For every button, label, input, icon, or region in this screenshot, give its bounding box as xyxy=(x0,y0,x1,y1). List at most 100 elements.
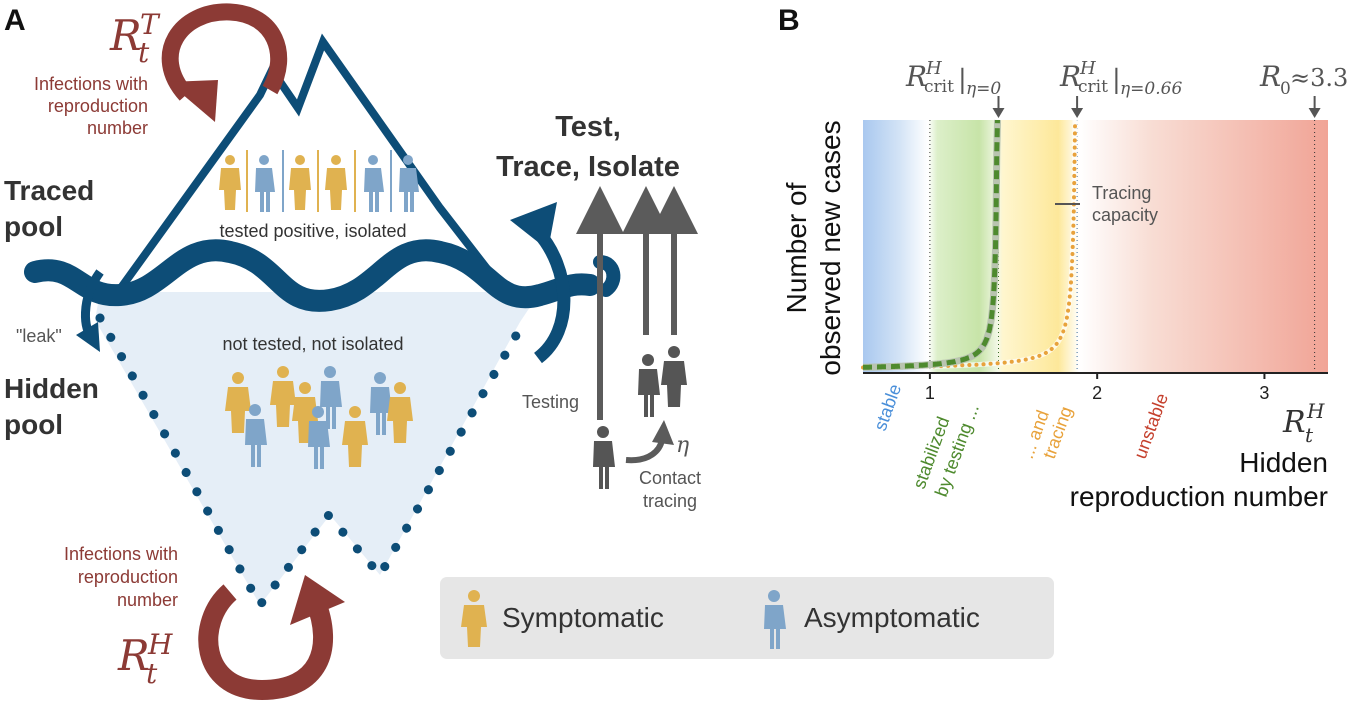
svg-text:η=0: η=0 xyxy=(966,79,1001,99)
person-asymptomatic-icon xyxy=(364,155,384,212)
y-axis-label: Number of observed new cases xyxy=(781,120,846,375)
svg-text:R: R xyxy=(1282,405,1306,440)
svg-text:R: R xyxy=(905,60,927,93)
svg-text:η=0.66: η=0.66 xyxy=(1120,79,1182,99)
leak-arrow-head xyxy=(76,322,100,352)
person-symptomatic-icon xyxy=(270,366,296,427)
infections-bottom-label: Infections with reproduction number xyxy=(64,544,178,610)
rt-traced-loop-arrow-head xyxy=(168,80,218,122)
x-tick-label: 2 xyxy=(1092,383,1102,403)
svg-text:H: H xyxy=(925,58,942,79)
tracing-capacity-label: Tracing capacity xyxy=(1092,183,1158,225)
svg-text:t: t xyxy=(1305,423,1314,447)
contact-tracing-label: Contact tracing xyxy=(639,468,701,511)
legend-asymptomatic-icon xyxy=(764,590,786,649)
region-tracing-label: ... and tracing xyxy=(1017,404,1076,462)
legend-box xyxy=(440,577,1054,659)
svg-text:Trace, Isolate: Trace, Isolate xyxy=(496,151,680,183)
chart-marks: 1 2 3 xyxy=(861,96,1321,403)
svg-text:H: H xyxy=(147,628,173,661)
region-stabilized-label: stabilized by testing ... xyxy=(909,401,983,499)
svg-text:tracing: tracing xyxy=(643,491,697,511)
rt-traced-symbol: R T t xyxy=(109,8,161,69)
x-axis-label: Hidden reproduction number xyxy=(1070,447,1328,512)
svg-text:Infections with: Infections with xyxy=(64,544,178,564)
person-asymptomatic-icon xyxy=(320,366,342,429)
iceberg-outline xyxy=(114,33,509,295)
svg-text:reproduction number: reproduction number xyxy=(1070,481,1328,512)
svg-text:crit: crit xyxy=(1078,77,1108,97)
svg-text:observed new cases: observed new cases xyxy=(815,120,846,375)
svg-text:Contact: Contact xyxy=(639,468,701,488)
svg-text:T: T xyxy=(140,8,161,41)
svg-text:number: number xyxy=(87,118,148,138)
crit-eta0-label: R H crit | η=0 xyxy=(905,58,1001,99)
hidden-people-group xyxy=(225,366,413,469)
region-unstable-label: unstable xyxy=(1130,391,1172,462)
rt-traced-loop-arrow xyxy=(161,3,288,101)
panel-b-label: B xyxy=(778,4,800,37)
svg-text:≈3.3: ≈3.3 xyxy=(1290,64,1348,92)
testing-curve-arrow-head xyxy=(510,202,557,250)
svg-text:capacity: capacity xyxy=(1092,205,1158,225)
eta-symbol: η xyxy=(676,433,689,458)
svg-text:|: | xyxy=(958,65,967,95)
svg-text:Tracing: Tracing xyxy=(1092,183,1151,203)
legend-symptomatic-label: Symptomatic xyxy=(502,602,664,633)
traced-contact-person-icon xyxy=(661,346,687,407)
x-tick-label: 1 xyxy=(925,383,935,403)
marker-arrow-head-crit_eta0 xyxy=(992,108,1005,118)
legend-asymptomatic-label: Asymptomatic xyxy=(804,602,980,633)
isolated-people-group xyxy=(219,150,419,212)
x-tick-label: 3 xyxy=(1259,383,1269,403)
svg-text:Infections with: Infections with xyxy=(34,74,148,94)
r0-label: R 0 ≈3.3 xyxy=(1259,60,1348,99)
svg-text:number: number xyxy=(117,590,178,610)
traced-pool-label: Traced pool xyxy=(4,175,94,242)
svg-text:Number of: Number of xyxy=(781,182,812,313)
svg-text:R: R xyxy=(1059,60,1081,93)
contact-tracing-arrow-head xyxy=(652,420,674,445)
tested-positive-label: tested positive, isolated xyxy=(219,221,406,241)
person-symptomatic-icon xyxy=(325,155,347,210)
svg-text:H: H xyxy=(1306,399,1325,423)
svg-text:t: t xyxy=(146,657,158,690)
svg-text:R: R xyxy=(117,631,150,680)
svg-text:R: R xyxy=(1259,60,1281,93)
index-case-person-icon xyxy=(593,426,615,489)
person-symptomatic-icon xyxy=(219,155,241,210)
person-symptomatic-icon xyxy=(342,406,368,467)
marker-arrow-head-r0 xyxy=(1308,108,1321,118)
hidden-pool-label: Hidden pool xyxy=(4,373,99,440)
svg-text:0: 0 xyxy=(1280,79,1291,99)
person-asymptomatic-icon xyxy=(255,155,275,212)
person-asymptomatic-icon xyxy=(308,406,330,469)
hidden-pool-dotted-border xyxy=(95,313,527,614)
person-symptomatic-icon xyxy=(225,372,251,433)
svg-text:pool: pool xyxy=(4,211,63,242)
rt-hidden-loop-arrow xyxy=(198,584,333,701)
series-testing-line xyxy=(863,119,1000,370)
svg-text:R: R xyxy=(109,11,142,60)
svg-text:Test,: Test, xyxy=(555,111,621,143)
x-axis-symbol: R H t xyxy=(1282,399,1325,447)
water-wave xyxy=(24,239,601,312)
person-asymptomatic-icon xyxy=(399,155,419,212)
person-asymptomatic-icon xyxy=(245,404,267,467)
crit-eta066-label: R H crit | η=0.66 xyxy=(1059,58,1182,99)
svg-text:Traced: Traced xyxy=(4,175,94,206)
contact-tracing-arrow xyxy=(625,439,665,464)
person-asymptomatic-icon xyxy=(370,372,392,435)
region-stable-label: stable xyxy=(870,381,905,433)
panel-a-label: A xyxy=(4,4,26,37)
traced-contact-person-icon xyxy=(638,354,660,417)
svg-text:Hidden: Hidden xyxy=(1239,447,1328,478)
svg-text:crit: crit xyxy=(924,77,954,97)
rt-hidden-symbol: R H t xyxy=(117,628,173,690)
svg-text:H: H xyxy=(1079,58,1096,79)
rt-hidden-loop-arrow-head xyxy=(290,575,345,625)
plot-background-regions xyxy=(863,120,1328,373)
water-wave-right-cap xyxy=(593,255,621,297)
svg-text:t: t xyxy=(138,36,150,69)
